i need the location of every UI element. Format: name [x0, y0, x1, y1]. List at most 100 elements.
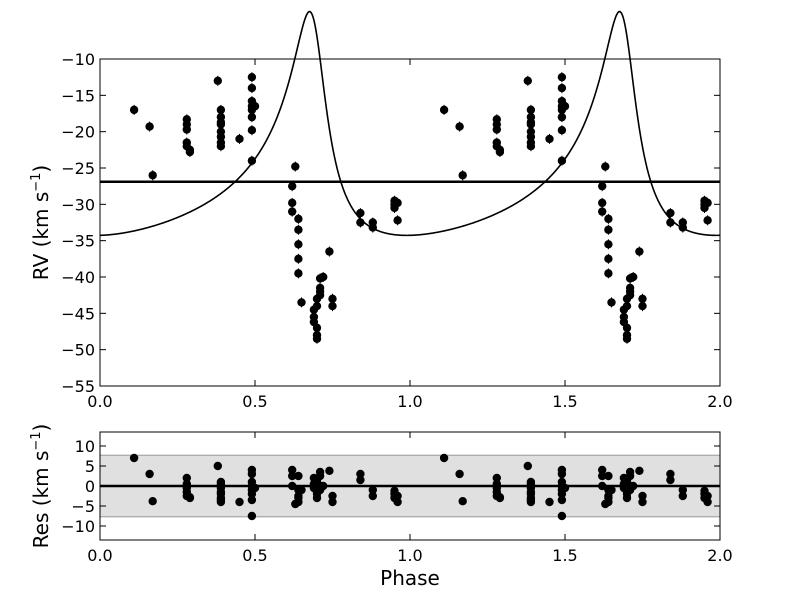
rv-data-point	[148, 171, 157, 180]
residual-data-point	[297, 485, 306, 495]
res-ytick-label: 10	[75, 437, 95, 456]
rv-data-point	[216, 120, 226, 129]
res-y-label-sup: −1	[29, 431, 44, 450]
rv-ytick-label: −50	[61, 341, 95, 360]
rv-data-point	[625, 290, 635, 300]
residual-data-point	[439, 453, 449, 463]
rv-data-point	[129, 105, 139, 115]
rv-ytick-label: −35	[61, 232, 95, 251]
residual-data-point	[629, 481, 638, 491]
residual-data-point	[393, 497, 402, 507]
rv-data-point	[312, 323, 322, 333]
rv-data-point	[604, 214, 613, 224]
rv-ytick-label: −25	[61, 159, 95, 178]
rv-data-point	[703, 198, 712, 208]
rv-data-point	[247, 83, 257, 93]
rv-data-point	[495, 145, 505, 155]
rv-data-point	[622, 323, 632, 333]
residual-data-point	[598, 481, 607, 491]
rv-y-axis-label: RV (km s−1)	[29, 165, 53, 280]
residual-data-point	[247, 511, 257, 521]
residual-data-point	[315, 471, 325, 481]
res-ytick-label: 5	[85, 457, 95, 476]
rv-ytick-label: −45	[61, 304, 95, 323]
residual-data-point	[288, 471, 297, 481]
rv-data-point	[216, 142, 226, 151]
residual-data-point	[604, 471, 613, 481]
residual-data-point	[294, 497, 303, 507]
rv-ytick-label: −15	[61, 86, 95, 105]
res-y-label-main: Res (km s	[29, 451, 53, 549]
res-xtick-label: 0.0	[87, 546, 112, 565]
residual-data-point	[393, 491, 402, 501]
rv-ytick-label: −10	[61, 50, 95, 69]
residual-data-point	[666, 475, 675, 485]
residual-data-point	[557, 495, 567, 505]
residual-data-point	[247, 495, 257, 505]
residual-data-point	[622, 493, 632, 503]
residual-data-point	[703, 497, 712, 507]
rv-data-point	[315, 290, 325, 300]
res-y-label-end: )	[29, 424, 53, 432]
rv-data-point	[393, 216, 402, 225]
residual-data-point	[455, 469, 464, 479]
rv-data-point	[557, 112, 567, 122]
residual-data-point	[604, 497, 613, 507]
residual-data-point	[557, 511, 567, 521]
residual-data-point	[356, 475, 365, 485]
residual-data-point	[182, 473, 191, 483]
phase-axis-label: Phase	[380, 566, 440, 590]
residual-y-axis-label: Res (km s−1)	[29, 424, 53, 549]
rv-data-point	[678, 223, 687, 232]
residual-data-point	[557, 469, 567, 479]
residual-data-point	[625, 471, 635, 481]
rv-data-point	[598, 207, 607, 216]
residual-data-point	[312, 493, 322, 503]
rv-panel: 0.0 0.5 1.0 1.5 2.0 −10 −15 −20 −25 −30 −35 −40 −45…	[29, 10, 733, 411]
residual-data-point	[368, 491, 377, 501]
residual-data-point	[526, 497, 536, 507]
residual-data-point	[678, 485, 687, 495]
rv-ytick-label: −40	[61, 268, 95, 287]
rv-data-point	[604, 240, 613, 249]
rv-data-point	[145, 122, 154, 131]
rv-data-point	[294, 254, 303, 264]
residual-data-point	[356, 469, 365, 479]
residual-data-point	[145, 469, 154, 479]
rv-xtick-label: 2.0	[707, 392, 732, 411]
rv-data-point	[604, 269, 613, 278]
rv-data-point	[607, 298, 616, 307]
rv-data-point	[325, 247, 334, 256]
rv-data-point	[439, 105, 449, 115]
rv-xtick-label: 1.5	[552, 392, 577, 411]
rv-data-point	[315, 283, 325, 293]
residual-data-point	[703, 491, 712, 501]
residual-data-point	[288, 465, 297, 475]
rv-data-point	[368, 223, 377, 232]
residual-data-point	[598, 471, 607, 481]
residual-data-point	[523, 461, 532, 471]
rv-data-point	[328, 294, 337, 303]
rv-data-point	[294, 225, 303, 234]
residual-data-point	[635, 466, 644, 475]
rv-data-point	[247, 126, 257, 135]
residual-data-point	[129, 453, 139, 463]
rv-data-point	[247, 156, 257, 165]
rv-data-point	[393, 198, 402, 208]
rv-data-point	[526, 142, 536, 151]
rv-data-point	[328, 301, 337, 311]
residual-data-point	[607, 485, 616, 495]
res-ytick-label: −10	[61, 517, 95, 536]
rv-ytick-label: −20	[61, 123, 95, 142]
residual-data-point	[216, 497, 226, 507]
rv-data-point	[250, 102, 260, 111]
residual-data-point	[213, 461, 222, 471]
res-xtick-label: 1.0	[397, 546, 422, 565]
rv-data-point	[526, 132, 536, 141]
rv-data-point	[666, 208, 675, 218]
rv-data-point	[356, 208, 365, 218]
rv-data-point	[557, 156, 567, 165]
res-ytick-label: −5	[71, 497, 95, 516]
rv-data-points	[129, 72, 712, 344]
rv-data-point	[294, 269, 303, 278]
